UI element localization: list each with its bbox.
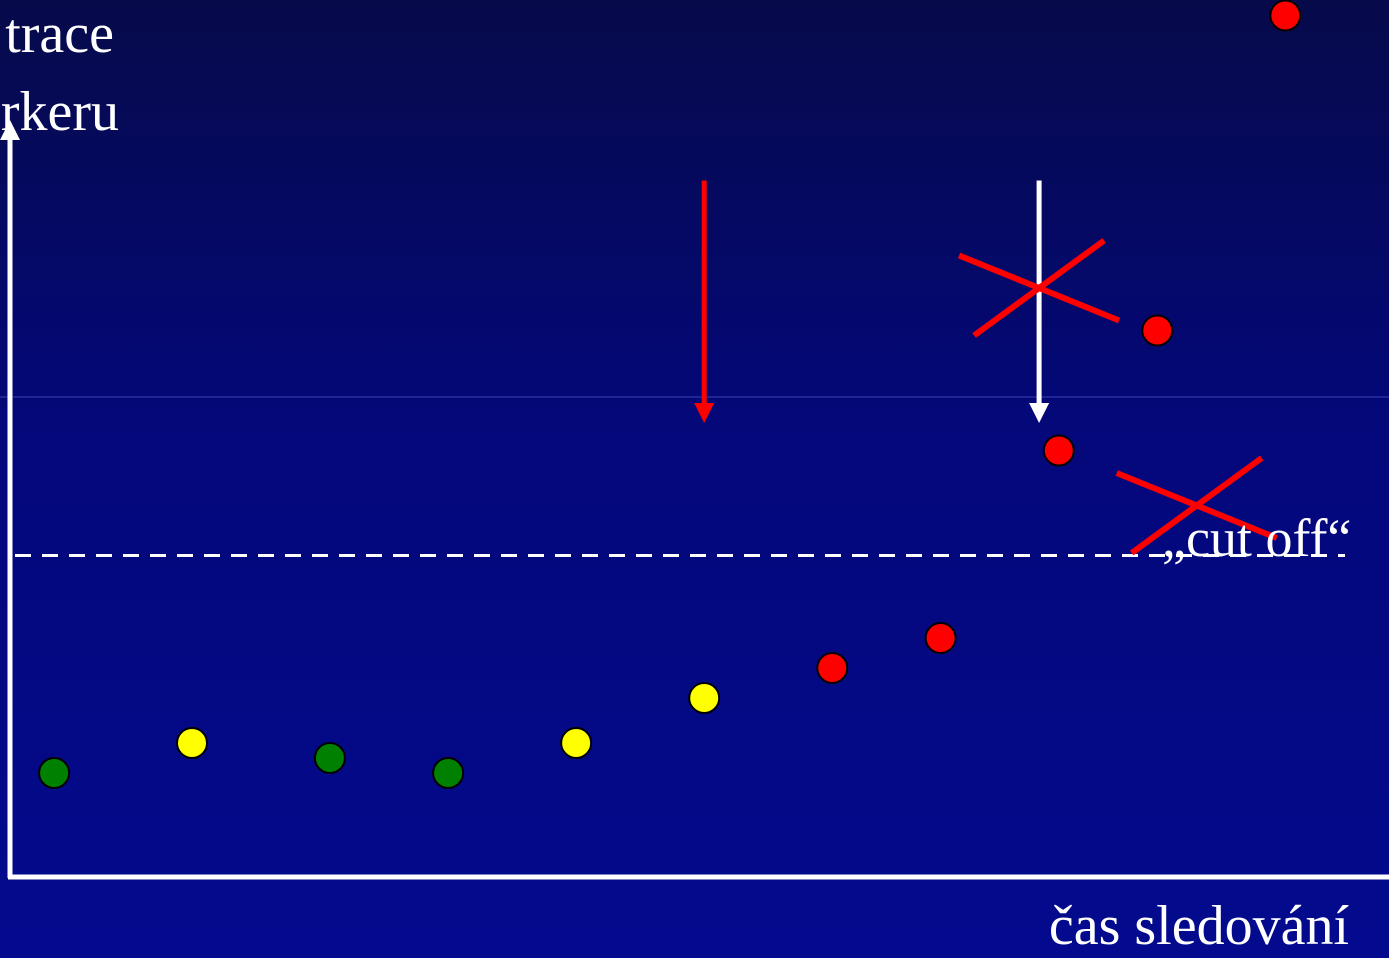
cross-stroke	[972, 238, 1106, 338]
data-point-1	[38, 757, 71, 789]
data-point-8	[924, 622, 957, 654]
cutoff-label: „cut off“	[1162, 508, 1352, 568]
cross-mark-1	[957, 238, 1121, 338]
y-axis-label-line-1: trace	[5, 3, 114, 65]
crosses-layer	[957, 238, 1278, 556]
x-axis-label: čas sledování	[1048, 895, 1349, 957]
points-layer	[38, 0, 1302, 789]
cross-mark-2	[1115, 455, 1278, 556]
data-point-5	[560, 727, 593, 759]
data-point-7	[816, 652, 849, 684]
cross-stroke	[1129, 455, 1264, 556]
data-point-3	[313, 742, 346, 774]
data-point-10	[1141, 314, 1174, 347]
data-point-9	[1042, 434, 1075, 467]
y-axis-label-line-2: rkeru	[0, 81, 119, 143]
data-point-2	[176, 727, 208, 759]
data-point-6	[688, 682, 721, 714]
arrows-layer	[694, 180, 1050, 423]
data-point-11	[1269, 0, 1302, 32]
data-point-4	[432, 757, 465, 789]
